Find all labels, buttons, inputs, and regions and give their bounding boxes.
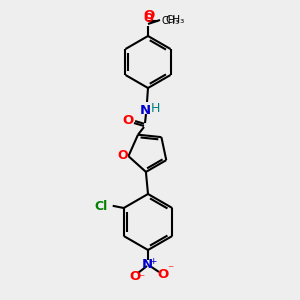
Text: O: O	[122, 115, 134, 128]
Text: N: N	[141, 257, 153, 271]
Text: O: O	[143, 9, 155, 22]
Text: N: N	[140, 103, 151, 116]
Text: O: O	[117, 149, 128, 162]
Text: CH₃: CH₃	[161, 16, 179, 26]
Text: O: O	[158, 268, 169, 281]
Text: CH₃: CH₃	[165, 15, 184, 25]
Text: ⁻: ⁻	[138, 272, 144, 286]
Text: ⁻: ⁻	[167, 263, 173, 277]
Text: O: O	[143, 12, 153, 25]
Text: O: O	[129, 269, 141, 283]
Text: H: H	[150, 103, 160, 116]
Text: +: +	[149, 257, 157, 266]
Text: Cl: Cl	[94, 200, 108, 212]
